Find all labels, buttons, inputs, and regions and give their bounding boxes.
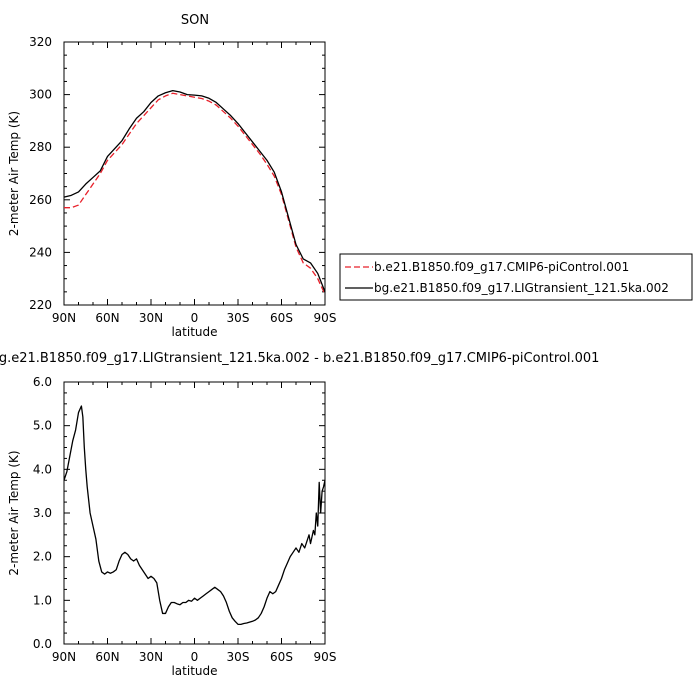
x-tick-label: 60N [95,311,119,325]
legend: b.e21.B1850.f09_g17.CMIP6-piControl.001b… [339,253,693,301]
y-tick-label: 300 [29,88,52,102]
series-line-1 [63,405,326,625]
x-tick-label: 30S [227,311,250,325]
y-axis-label: 2-meter Air Temp (K) [7,450,21,575]
y-tick-label: 260 [29,193,52,207]
chart-2: bg.e21.B1850.f09_g17.LIGtransient_121.5k… [0,351,599,678]
y-tick-label: 240 [29,245,52,259]
plot-frame [63,41,326,306]
x-tick-label: 0 [191,311,199,325]
x-tick-label: 0 [191,650,199,664]
x-tick-label: 90N [52,650,76,664]
y-tick-label: 5.0 [33,419,52,433]
x-tick-label: 90S [314,311,337,325]
y-tick-label: 4.0 [33,462,52,476]
y-tick-label: 2.0 [33,550,52,564]
y-tick-label: 280 [29,140,52,154]
x-axis-label: latitude [171,325,217,339]
y-tick-label: 220 [29,298,52,312]
x-tick-label: 60S [270,311,293,325]
plot-frame [63,381,326,645]
legend-label: b.e21.B1850.f09_g17.CMIP6-piControl.001 [374,260,629,274]
y-tick-label: 3.0 [33,506,52,520]
chart-title: SON [181,13,209,28]
x-tick-label: 60N [95,650,119,664]
series-line-2 [63,90,326,293]
y-tick-label: 320 [29,35,52,49]
x-tick-label: 30N [139,311,163,325]
y-tick-label: 1.0 [33,593,52,607]
x-tick-label: 90N [52,311,76,325]
y-tick-label: 6.0 [33,375,52,389]
series-line-1 [64,92,326,295]
x-axis-label: latitude [171,664,217,678]
x-tick-label: 90S [314,650,337,664]
legend-label: bg.e21.B1850.f09_g17.LIGtransient_121.5k… [374,281,669,295]
x-tick-label: 30N [139,650,163,664]
y-axis-label: 2-meter Air Temp (K) [7,111,21,236]
chart-1: SON 90N 60N 30N 0 30S 60S 90S 220 240 260 280 300 320… [7,13,693,339]
x-tick-label: 60S [270,650,293,664]
legend-box [339,253,693,301]
x-tick-label: 30S [227,650,250,664]
y-tick-label: 0.0 [33,637,52,651]
chart-title: bg.e21.B1850.f09_g17.LIGtransient_121.5k… [0,351,599,366]
